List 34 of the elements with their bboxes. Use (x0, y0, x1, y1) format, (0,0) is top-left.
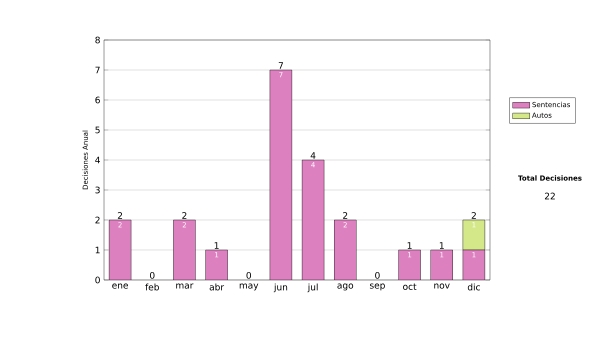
x-tick-label: ene (112, 284, 128, 289)
total-label: 7 (278, 62, 284, 69)
total-label: 1 (408, 242, 412, 249)
x-tick-label: may (240, 284, 258, 290)
x-tick-label: feb (145, 284, 159, 290)
x-tick-label: jun (274, 284, 288, 292)
text: 22 (544, 192, 555, 200)
y-tick-label: 0 (95, 276, 100, 284)
x-tick-label: jul (308, 284, 318, 292)
y-tick-label: 3 (95, 186, 100, 194)
y-tick-label: 5 (95, 126, 100, 134)
x-tick-label: oct (403, 284, 416, 290)
total-label: 4 (310, 152, 316, 159)
x-tick-label: mar (176, 284, 194, 289)
total-label: 0 (375, 272, 380, 279)
total-label: 2 (182, 212, 186, 219)
x-tick-label: abr (210, 284, 224, 290)
total-label: 2 (118, 212, 122, 219)
y-tick-label: 4 (95, 156, 100, 164)
y-tick-label: 6 (95, 96, 100, 104)
x-tick-label: ago (337, 284, 354, 290)
x-tick-label: sep (370, 284, 385, 290)
y-tick-label: 2 (95, 216, 100, 224)
y-tick-label: 1 (96, 246, 100, 254)
y-tick-label: 8 (95, 36, 100, 44)
y-tick-label: 7 (95, 66, 100, 74)
total-label: 0 (246, 272, 252, 279)
total-label: 1 (440, 242, 444, 249)
total-label: 2 (343, 212, 348, 219)
total-label: 2 (472, 212, 476, 219)
x-tick-label: nov (434, 284, 450, 289)
total-label: 1 (214, 242, 219, 249)
x-tick-label: dic (468, 284, 480, 290)
total-label: 0 (150, 272, 155, 279)
